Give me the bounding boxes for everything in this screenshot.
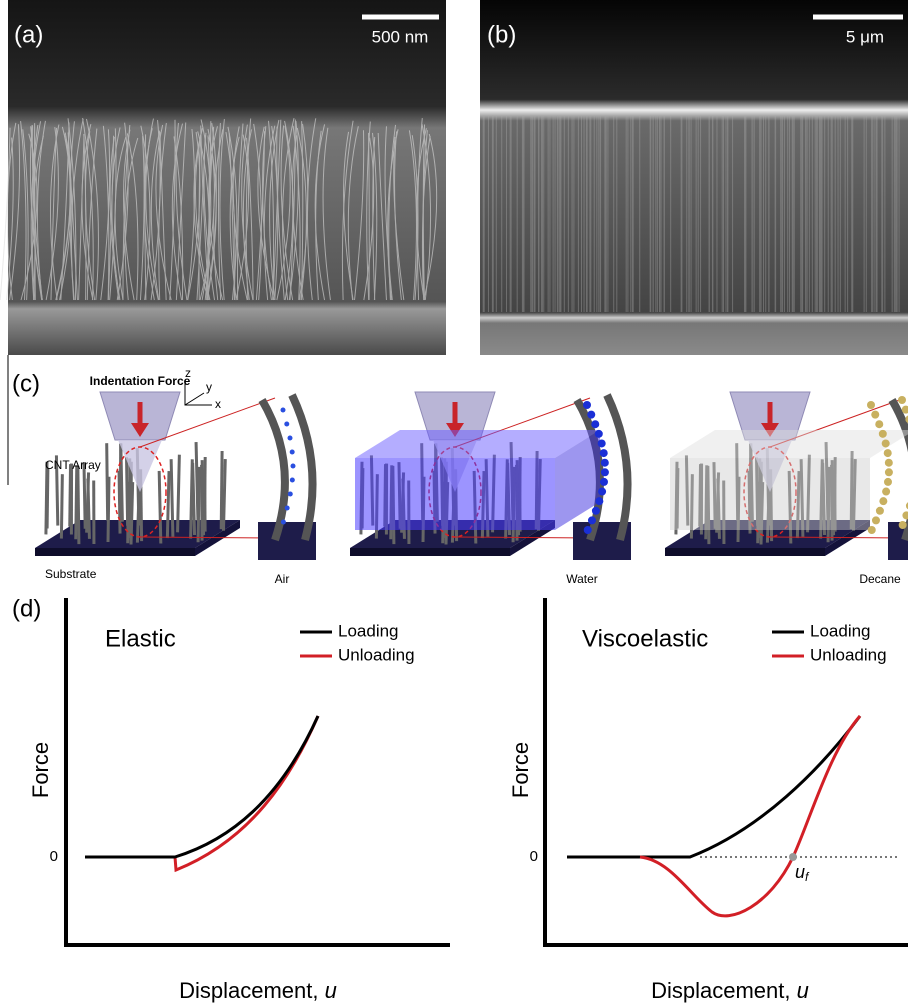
marker-label: uf (795, 862, 810, 884)
plot-title: Elastic (105, 625, 176, 652)
molecule (871, 411, 879, 419)
molecule (584, 526, 592, 534)
molecule (290, 464, 295, 469)
molecule (601, 468, 609, 476)
plot-right: 0 Force Displacement, u Viscoelastic Loa… (508, 598, 908, 1003)
molecule (899, 521, 907, 529)
legend-label: Loading (338, 621, 399, 640)
molecule (885, 459, 893, 467)
medium-label: Decane (859, 572, 901, 586)
molecule (876, 507, 884, 515)
molecule (598, 488, 606, 496)
molecule (868, 526, 876, 534)
axis-title: Force (28, 742, 53, 798)
molecule (284, 422, 289, 427)
tick-label: 0 (530, 848, 538, 865)
panel-label: (d) (12, 595, 41, 622)
tick-label: 0 (50, 848, 58, 865)
molecule (884, 478, 892, 486)
molecule (287, 436, 292, 441)
scale-label: 500 nm (372, 27, 429, 46)
molecule (879, 497, 887, 505)
molecule (587, 411, 595, 419)
medium-label: Water (566, 572, 598, 586)
scale-label: 5 μm (846, 27, 884, 46)
molecule (281, 520, 286, 525)
molecule (882, 439, 890, 447)
panel-label: (b) (487, 21, 516, 48)
molecule (598, 439, 606, 447)
molecule (285, 506, 290, 511)
axis-label: y (206, 380, 212, 394)
molecule (588, 516, 596, 524)
molecule (875, 420, 883, 428)
molecule (591, 420, 599, 428)
axis-label: x (215, 397, 221, 411)
molecule (595, 430, 603, 438)
molecule (592, 507, 600, 515)
molecule (902, 511, 908, 519)
panel-label: (c) (12, 370, 40, 397)
array-label: CNT Array (45, 458, 101, 472)
molecule (884, 449, 892, 457)
axis-title: Displacement, u (179, 978, 337, 1003)
molecule (882, 488, 890, 496)
plot-left: 0 Force Displacement, u Elastic Loading … (28, 598, 450, 1003)
molecule (601, 459, 609, 467)
legend-label: Unloading (810, 645, 887, 664)
indenter-label: Indentation Force (90, 374, 191, 388)
panel-label: (a) (14, 21, 43, 48)
legend-label: Unloading (338, 645, 415, 664)
molecule (288, 492, 293, 497)
axis-title: Force (508, 742, 533, 798)
medium-label: Air (275, 572, 290, 586)
molecule (600, 449, 608, 457)
molecule (600, 478, 608, 486)
molecule (290, 478, 295, 483)
axis-title: Displacement, u (651, 978, 809, 1003)
molecule (879, 430, 887, 438)
axis-label: z (185, 366, 191, 380)
molecule (595, 497, 603, 505)
molecule (290, 450, 295, 455)
figure: (a) 500 nm (b) 5 μm (c) Indentation Forc… (0, 0, 908, 1006)
molecule (281, 408, 286, 413)
molecule (872, 516, 880, 524)
molecule (583, 401, 591, 409)
plot-title: Viscoelastic (582, 625, 708, 652)
legend-label: Loading (810, 621, 871, 640)
substrate-label: Substrate (45, 567, 97, 581)
molecule (867, 401, 875, 409)
schematic-air (35, 392, 316, 560)
molecule (885, 468, 893, 476)
molecule (898, 396, 906, 404)
